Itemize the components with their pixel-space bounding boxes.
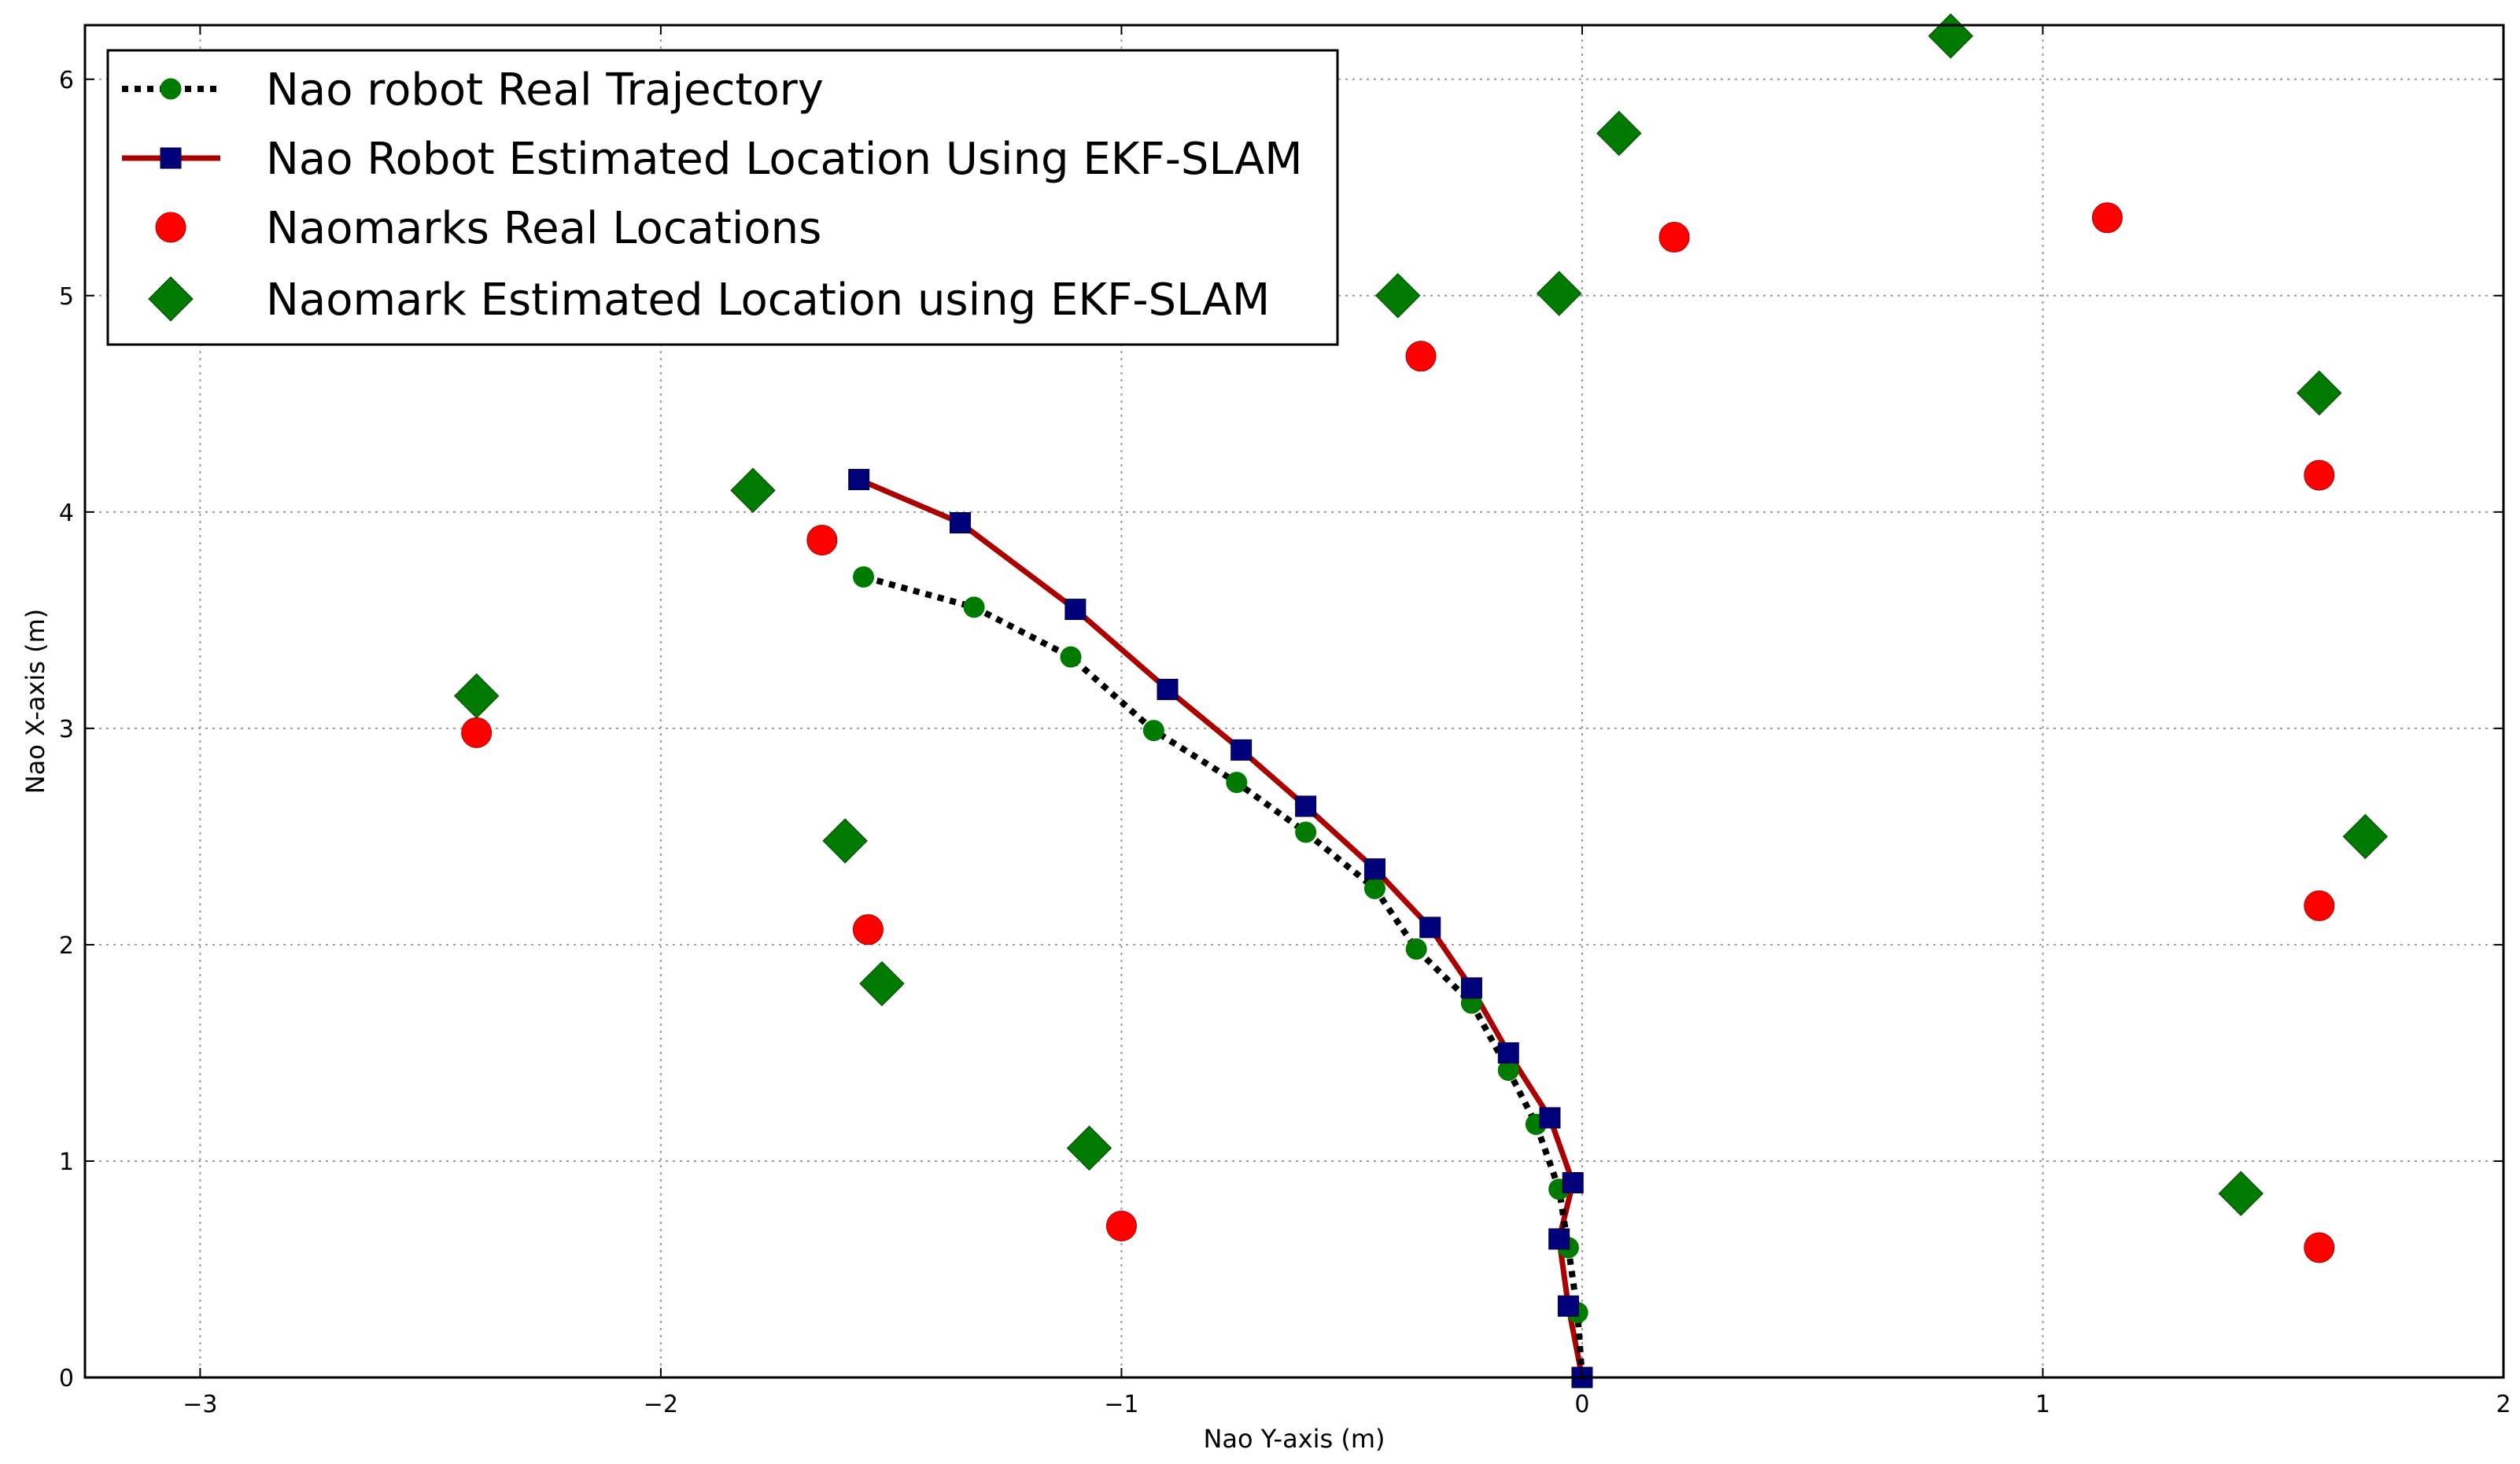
x-tick-label-0: −3 (183, 1391, 217, 1418)
naomark-estimated-point-5 (1375, 273, 1421, 319)
estimated-trajectory-point-7 (1419, 916, 1441, 939)
naomark-estimated-point-11 (2218, 1171, 2264, 1216)
legend-label-0: Nao robot Real Trajectory (266, 65, 824, 116)
real-trajectory-point-14 (853, 566, 875, 588)
naomark-estimated-point-1 (730, 467, 776, 514)
legend-box (106, 49, 1339, 346)
estimated-trajectory-point-10 (1230, 739, 1253, 761)
x-axis-label: Nao Y-axis (m) (1203, 1424, 1385, 1454)
y-tick-label-2: 2 (59, 932, 74, 960)
naomark-real-point-6 (2091, 202, 2123, 234)
naomark-real-point-0 (461, 717, 493, 748)
y-tick-label-6: 6 (59, 67, 74, 94)
estimated-trajectory-point-2 (1548, 1228, 1570, 1250)
estimated-trajectory-point-4 (1539, 1107, 1561, 1129)
naomark-real-point-7 (2304, 459, 2335, 491)
legend-label-3: Naomark Estimated Location using EKF-SLA… (266, 275, 1270, 326)
y-tick-label-0: 0 (59, 1365, 74, 1392)
naomark-real-point-9 (2304, 1232, 2335, 1263)
naomark-real-point-1 (806, 525, 838, 556)
naomark-estimated-point-0 (453, 673, 500, 719)
estimated-trajectory-point-8 (1363, 858, 1385, 880)
estimated-trajectory-point-14 (848, 469, 870, 491)
y-tick-label-5: 5 (59, 283, 74, 311)
x-tick-label-5: 2 (2496, 1391, 2511, 1418)
y-tick-label-3: 3 (59, 716, 74, 743)
y-tick-label-1: 1 (59, 1149, 74, 1176)
real-trajectory-point-8 (1363, 877, 1385, 899)
plot-series (453, 13, 2389, 1388)
axes-frame (83, 24, 2505, 1379)
legend: Nao robot Real Trajectory Nao Robot Estim… (106, 49, 1339, 346)
x-tick-label-2: −1 (1104, 1391, 1138, 1418)
y-tick-label-4: 4 (59, 500, 74, 527)
legend-label-1: Nao Robot Estimated Location Using EKF-S… (266, 134, 1303, 185)
real-trajectory-point-13 (963, 596, 985, 618)
estimated-trajectory-point-12 (1064, 599, 1087, 621)
naomark-estimated-point-7 (1596, 110, 1642, 157)
legend-handle-naomark-estimated (148, 276, 194, 322)
naomark-estimated-point-4 (1066, 1125, 1112, 1171)
naomark-real-point-2 (852, 914, 884, 946)
estimated-trajectory-point-5 (1497, 1042, 1519, 1064)
naomark-estimated-point-9 (2297, 370, 2342, 416)
legend-handle-estimated-trajectory-marker (160, 147, 182, 169)
real-trajectory-point-11 (1142, 720, 1164, 742)
x-tick-label-4: 1 (2035, 1391, 2050, 1418)
real-trajectory-point-12 (1060, 646, 1082, 668)
legend-handle-real-trajectory-marker (160, 78, 182, 100)
estimated-trajectory-point-1 (1557, 1295, 1579, 1317)
real-trajectory-point-10 (1226, 772, 1248, 794)
x-tick-label-3: 0 (1574, 1391, 1589, 1418)
x-tick-label-1: −2 (644, 1391, 678, 1418)
real-trajectory-point-9 (1295, 821, 1317, 843)
estimated-trajectory-point-11 (1157, 678, 1179, 700)
legend-label-2: Naomarks Real Locations (266, 203, 821, 254)
naomark-real-point-5 (1658, 222, 1690, 253)
real-trajectory-point-7 (1405, 938, 1427, 960)
naomark-real-point-3 (1105, 1210, 1137, 1241)
naomark-estimated-point-3 (859, 961, 905, 1007)
legend-handle-naomark-real (155, 212, 186, 243)
axis-ticks: −3 −2 −1 0 1 2 0 1 2 3 4 5 6 (59, 25, 2511, 1418)
y-axis-label: Nao X-axis (m) (20, 609, 50, 795)
estimated-trajectory-point-3 (1562, 1171, 1584, 1193)
naomark-estimated-point-10 (2342, 813, 2389, 860)
estimated-trajectory-point-9 (1295, 795, 1317, 817)
estimated-trajectory-point-13 (949, 512, 971, 534)
naomark-estimated-point-6 (1536, 271, 1582, 316)
naomark-real-point-4 (1405, 341, 1437, 372)
naomark-real-point-8 (2304, 890, 2335, 921)
naomark-estimated-point-2 (822, 818, 868, 864)
estimated-trajectory-point-6 (1460, 977, 1482, 999)
